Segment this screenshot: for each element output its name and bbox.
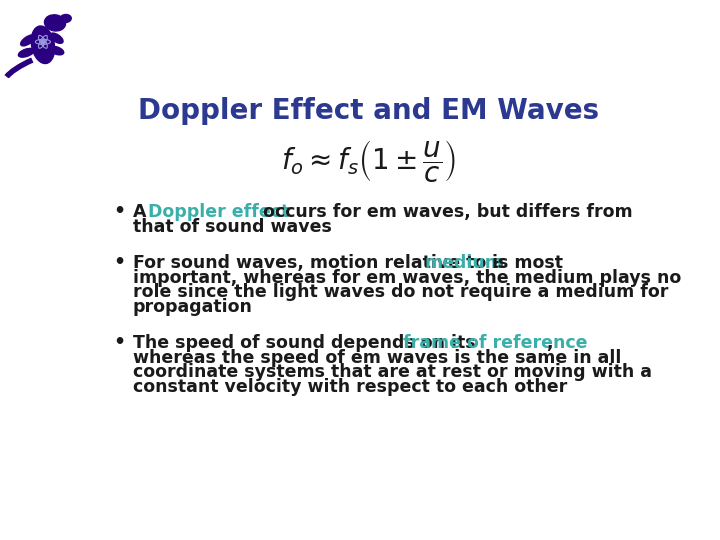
Text: ,: , xyxy=(546,334,552,352)
Text: •: • xyxy=(113,333,125,352)
Ellipse shape xyxy=(21,35,35,46)
Text: $f_o \approx f_s\left(1 \pm \dfrac{u}{c}\right)$: $f_o \approx f_s\left(1 \pm \dfrac{u}{c}… xyxy=(282,138,456,184)
Ellipse shape xyxy=(60,15,71,23)
Text: •: • xyxy=(113,253,125,272)
Ellipse shape xyxy=(18,49,35,57)
Ellipse shape xyxy=(50,33,63,43)
Text: •: • xyxy=(113,202,125,221)
Text: occurs for em waves, but differs from: occurs for em waves, but differs from xyxy=(257,203,633,221)
Ellipse shape xyxy=(49,46,64,55)
Text: important, whereas for em waves, the medium plays no: important, whereas for em waves, the med… xyxy=(132,269,681,287)
Text: medium: medium xyxy=(425,254,504,272)
Text: is most: is most xyxy=(486,254,563,272)
Text: frame of reference: frame of reference xyxy=(402,334,588,352)
Text: whereas the speed of em waves is the same in all: whereas the speed of em waves is the sam… xyxy=(132,349,621,367)
Text: coordinate systems that are at rest or moving with a: coordinate systems that are at rest or m… xyxy=(132,363,652,381)
Text: that of sound waves: that of sound waves xyxy=(132,218,331,236)
Circle shape xyxy=(41,40,45,44)
Text: Doppler effect: Doppler effect xyxy=(148,203,289,221)
Text: propagation: propagation xyxy=(132,298,253,316)
Text: The speed of sound depends on its: The speed of sound depends on its xyxy=(132,334,481,352)
Text: A: A xyxy=(132,203,152,221)
Ellipse shape xyxy=(45,15,66,31)
Text: constant velocity with respect to each other: constant velocity with respect to each o… xyxy=(132,378,567,396)
Text: For sound waves, motion relative to a: For sound waves, motion relative to a xyxy=(132,254,510,272)
Ellipse shape xyxy=(31,26,55,64)
Text: role since the light waves do not require a medium for: role since the light waves do not requir… xyxy=(132,284,668,301)
Text: Doppler Effect and EM Waves: Doppler Effect and EM Waves xyxy=(138,97,600,125)
